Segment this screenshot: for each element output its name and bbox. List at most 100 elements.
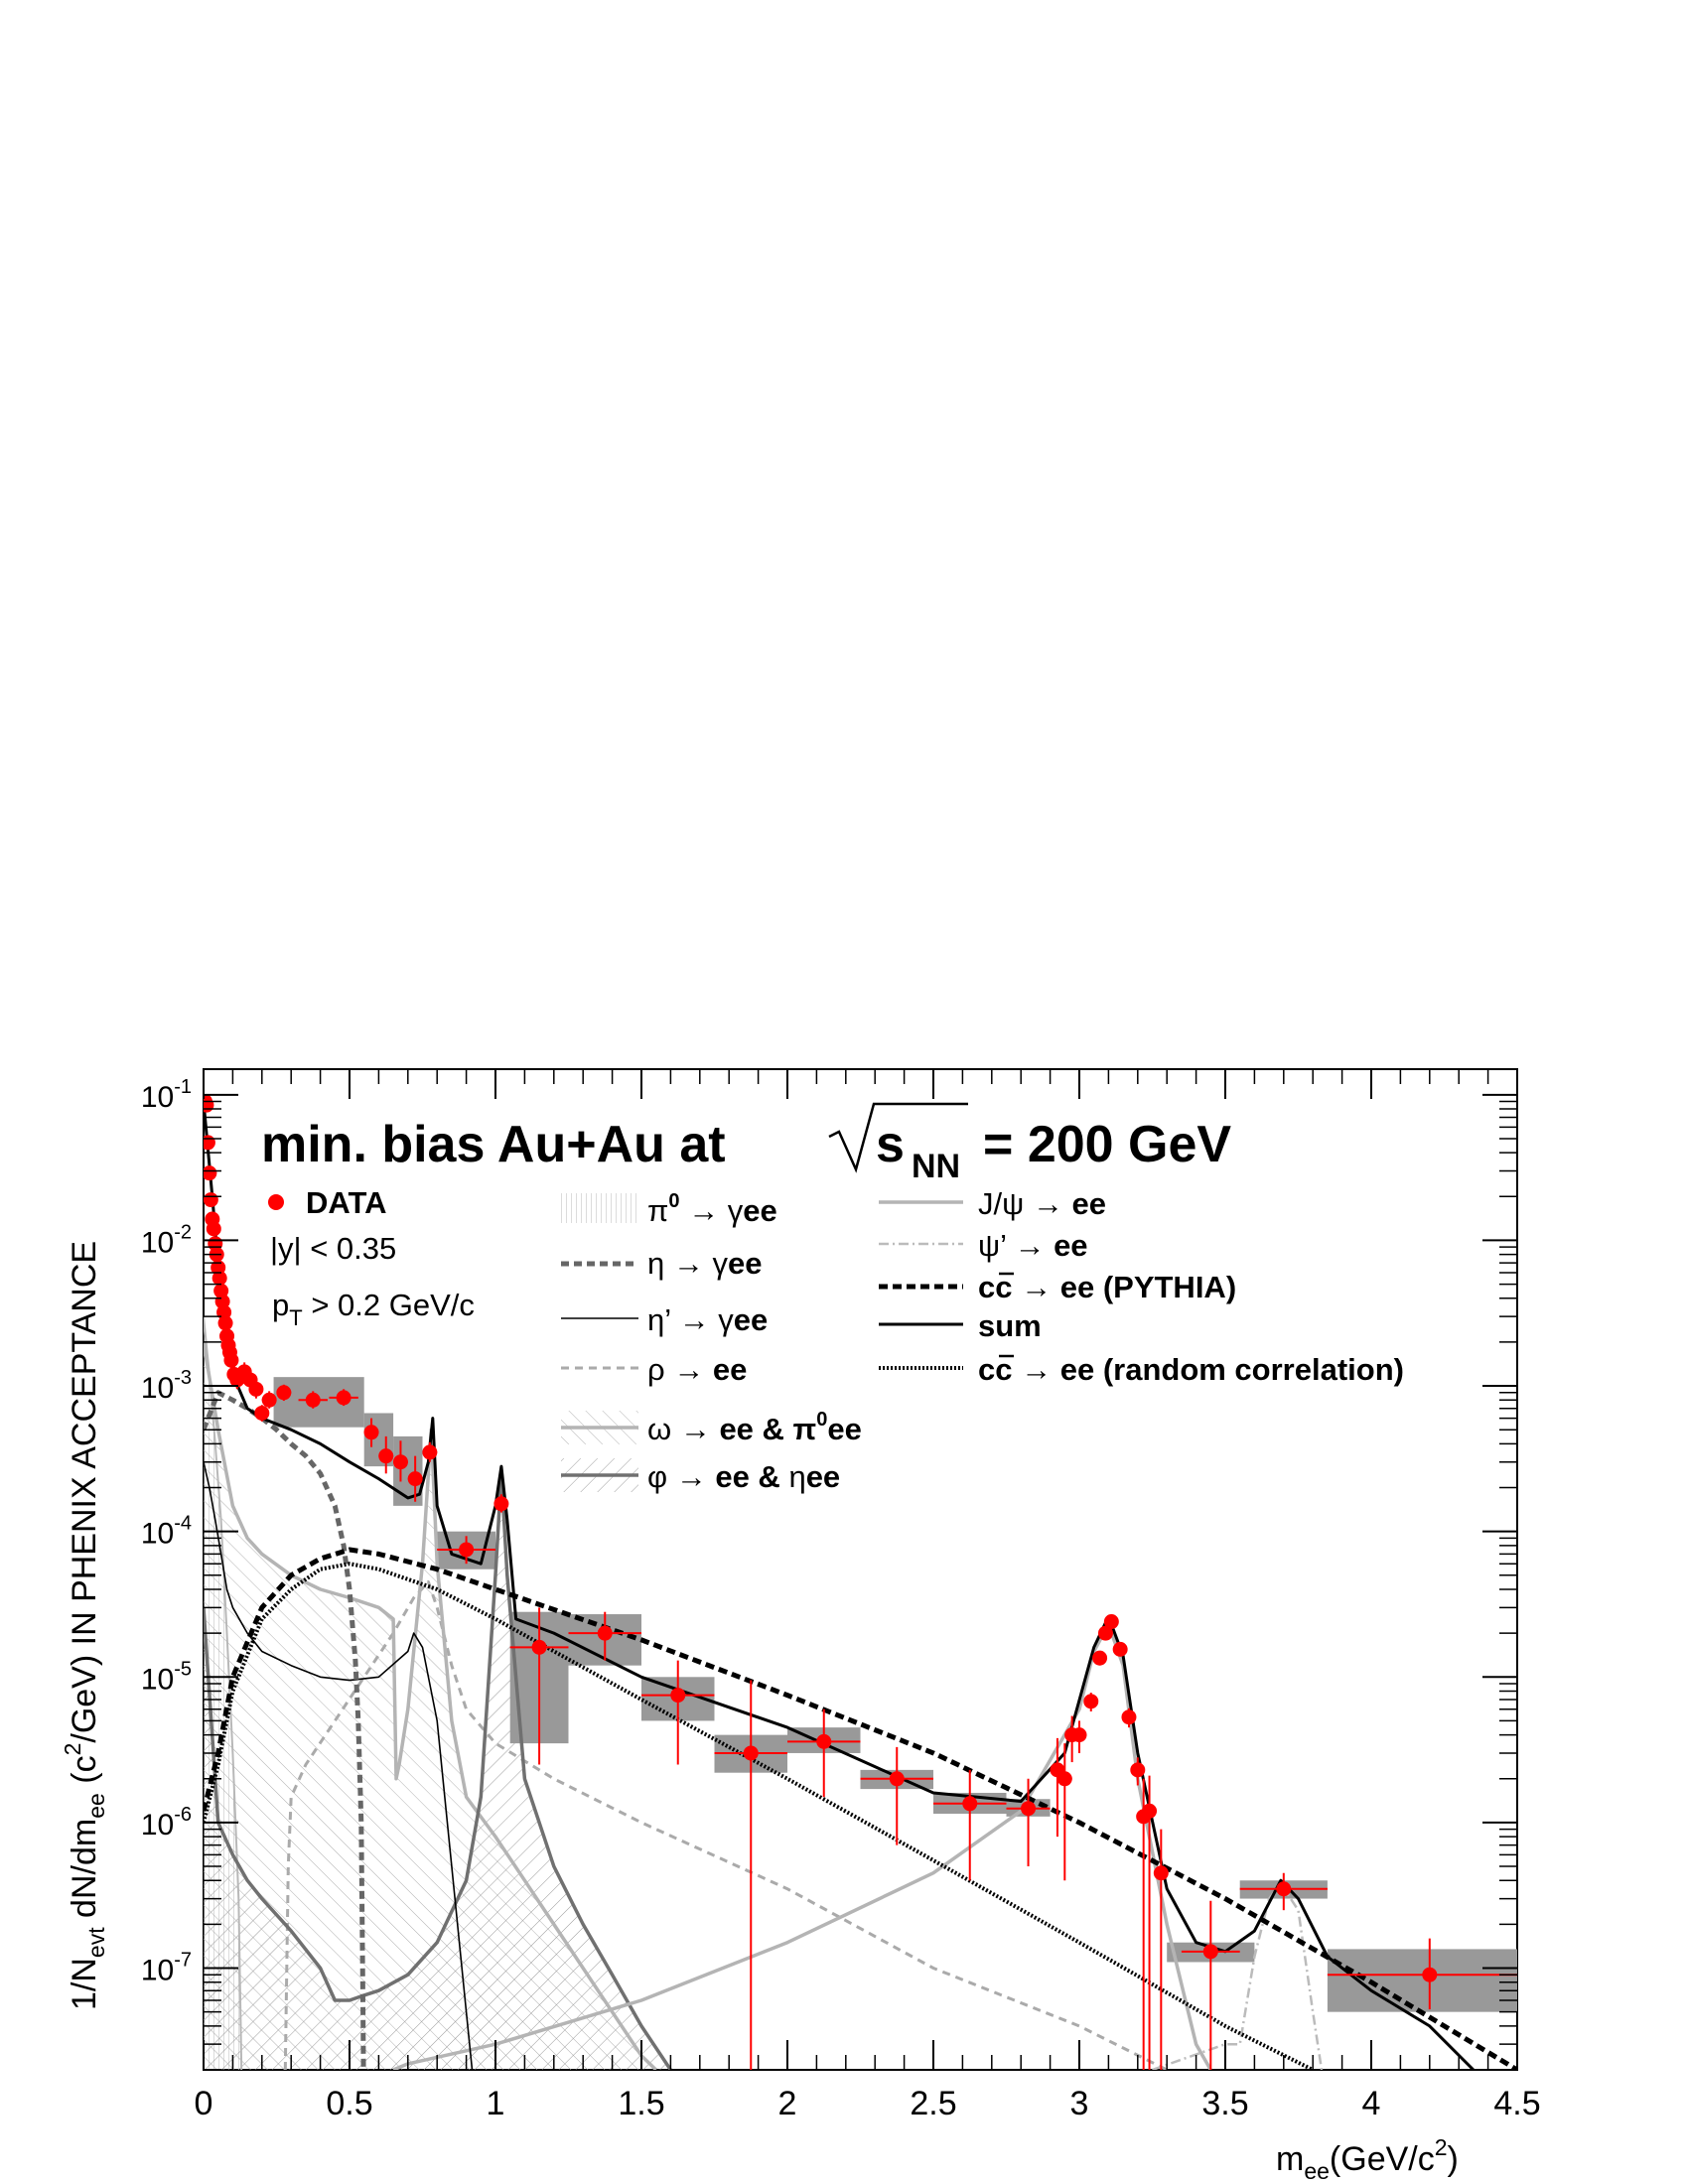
data-point xyxy=(493,1494,509,1513)
phi-band xyxy=(204,1473,671,2070)
title-energy: = 200 GeV xyxy=(983,1116,1231,1173)
data-point-marker xyxy=(204,1192,218,1208)
data-point-marker xyxy=(1097,1625,1113,1641)
data-point-marker xyxy=(816,1733,832,1749)
data-point xyxy=(1239,1872,1328,1911)
data-point-marker xyxy=(1071,1727,1087,1743)
legend-jpsi-label: J/ψ → ee xyxy=(978,1186,1106,1221)
data-point-marker xyxy=(204,1165,217,1181)
data-point-marker xyxy=(204,1097,214,1113)
data-point-marker xyxy=(206,1221,221,1237)
data-point xyxy=(204,1097,214,1113)
data-points xyxy=(204,1094,1517,2070)
data-point-marker xyxy=(1202,1944,1218,1960)
legend-ccrand-label: cc → ee (random correlation) xyxy=(978,1352,1404,1387)
y-tick-label: 10-3 xyxy=(141,1367,192,1405)
legend-phi-label: φ → ee & ηee xyxy=(647,1459,840,1494)
legend-etap-label: η’ → γee xyxy=(647,1302,768,1337)
y-tick-label: 10-6 xyxy=(141,1804,192,1842)
data-point-marker xyxy=(305,1392,321,1408)
title-sqrt-symbol: s xyxy=(876,1116,905,1173)
title-sqrt-subscript: NN xyxy=(912,1148,960,1185)
data-point-marker xyxy=(378,1448,394,1464)
curve-omega xyxy=(204,1341,657,2070)
data-point-marker xyxy=(743,1745,759,1761)
cut-rapidity: |y| < 0.35 xyxy=(270,1231,396,1266)
data-point-marker xyxy=(276,1385,292,1401)
data-point xyxy=(714,1680,787,2070)
data-point xyxy=(298,1391,328,1409)
data-point xyxy=(509,1607,569,1765)
data-point xyxy=(261,1391,277,1409)
curve-phi xyxy=(204,1471,672,2070)
curve-rho xyxy=(283,1580,1168,2070)
data-point xyxy=(254,1405,270,1422)
data-point-marker xyxy=(223,1352,239,1368)
data-point xyxy=(1142,1775,1158,2070)
curve-ccbar xyxy=(204,1547,1517,2070)
data-point xyxy=(1056,1743,1072,1881)
cut-pt: pT > 0.2 GeV/c xyxy=(272,1288,475,1330)
legend-ccbar-label: cc → ee (PYTHIA) xyxy=(978,1270,1236,1304)
y-axis-label: 1/Nevt dN/dmee (c2/GeV) IN PHENIX ACCEPT… xyxy=(60,1241,109,2010)
data-point xyxy=(933,1769,1007,1881)
data-point-marker xyxy=(459,1542,475,1558)
data-point xyxy=(407,1455,423,1502)
title-sqrt: s NN xyxy=(828,1102,968,1185)
x-tick-label: 2.5 xyxy=(910,2085,956,2122)
data-point xyxy=(1181,1900,1240,2070)
legend-eta-label: η → γee xyxy=(647,1246,762,1281)
omega-band xyxy=(204,1341,656,2070)
data-point xyxy=(248,1379,264,1399)
data-point-marker xyxy=(1153,1865,1169,1881)
data-point xyxy=(568,1611,641,1661)
x-tick-label: 2 xyxy=(778,2085,797,2122)
x-tick-label: 4.5 xyxy=(1493,2085,1540,2122)
legend-data-marker xyxy=(268,1194,284,1210)
data-point xyxy=(204,1165,217,1181)
data-point-marker xyxy=(336,1390,352,1406)
data-point xyxy=(787,1708,861,1798)
data-point-marker xyxy=(248,1381,264,1397)
y-tick-label: 10-4 xyxy=(141,1513,192,1551)
data-point xyxy=(1121,1707,1137,1728)
data-point-marker xyxy=(597,1625,613,1641)
data-point-marker xyxy=(1121,1709,1137,1725)
data-point-marker xyxy=(392,1454,408,1470)
x-tick-label: 4 xyxy=(1362,2085,1381,2122)
data-point xyxy=(206,1221,221,1237)
curve-eta xyxy=(204,1390,366,2070)
data-point xyxy=(363,1418,379,1447)
data-point xyxy=(392,1440,408,1482)
data-point-marker xyxy=(1422,1967,1438,1982)
legend-sum-label: sum xyxy=(978,1308,1042,1343)
data-point-marker xyxy=(217,1315,233,1331)
x-tick-label: 3.5 xyxy=(1201,2085,1248,2122)
data-point-marker xyxy=(1021,1801,1037,1817)
legend-pi0-label: π0 → γee xyxy=(647,1190,777,1228)
data-point xyxy=(1097,1625,1113,1641)
legend-omega-label: ω → ee & π0ee xyxy=(647,1409,862,1446)
curve-psip xyxy=(1152,1882,1324,2070)
data-point-marker xyxy=(1056,1771,1072,1787)
x-tick-label: 1 xyxy=(487,2085,505,2122)
data-point-marker xyxy=(493,1496,509,1512)
y-tick-label: 10-1 xyxy=(141,1076,192,1114)
data-point xyxy=(1050,1737,1065,1838)
data-point-marker xyxy=(407,1471,423,1487)
y-tick-label: 10-5 xyxy=(141,1658,192,1696)
chart-title: min. bias Au+Au at xyxy=(261,1116,726,1173)
data-point xyxy=(1327,1938,1517,2010)
data-point-marker xyxy=(1276,1881,1292,1897)
data-point-marker xyxy=(1092,1650,1108,1666)
data-point xyxy=(1103,1614,1119,1630)
data-point-marker xyxy=(261,1392,277,1408)
data-point-marker xyxy=(1142,1803,1158,1819)
legend-pi0-swatch xyxy=(561,1193,638,1223)
data-point xyxy=(1006,1778,1051,1867)
x-axis-label: mee(GeV/c2) xyxy=(1276,2134,1459,2184)
data-point-marker xyxy=(889,1771,905,1787)
data-point xyxy=(1153,1829,1169,2070)
data-point-marker xyxy=(422,1444,438,1460)
